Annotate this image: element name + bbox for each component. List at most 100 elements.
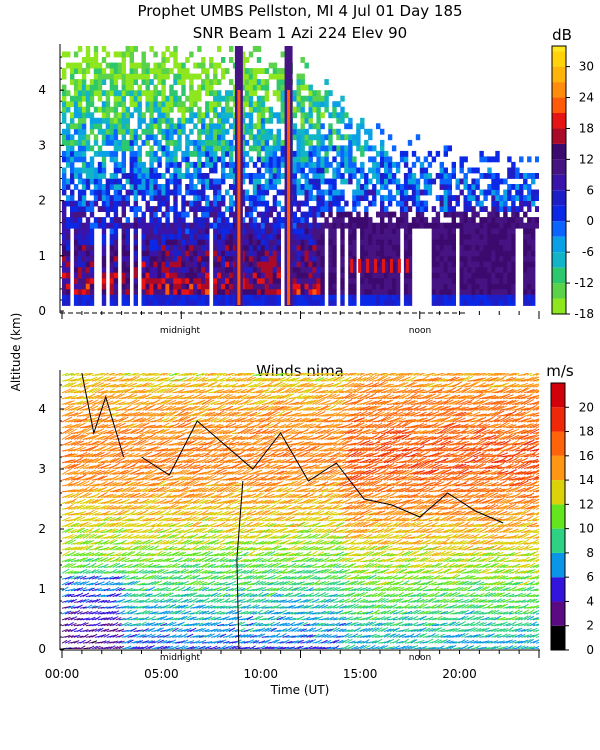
snr-cell — [479, 244, 484, 251]
snr-cell — [423, 206, 429, 212]
wind-barb — [109, 628, 116, 633]
snr-cell — [483, 272, 488, 279]
snr-cell — [387, 255, 393, 262]
snr-cell — [467, 288, 472, 295]
snr-cell — [161, 57, 166, 63]
snr-cell — [137, 90, 142, 97]
snr-ytick-label: 2 — [38, 194, 46, 208]
snr-cell — [153, 139, 158, 146]
snr-cell — [348, 178, 353, 185]
snr-cell — [62, 300, 67, 306]
wind-barb — [88, 457, 99, 464]
snr-cell — [177, 300, 182, 306]
snr-cell — [340, 261, 345, 268]
snr-cell — [487, 283, 492, 290]
snr-cell — [177, 250, 182, 257]
snr-cell — [77, 255, 83, 262]
snr-cell — [316, 106, 321, 113]
wind-barb — [70, 492, 80, 499]
wind-barb — [67, 599, 75, 603]
snr-cell — [475, 288, 480, 295]
snr-cell — [145, 101, 150, 108]
snr-cell — [240, 228, 246, 235]
snr-cell — [300, 57, 305, 63]
snr-cell — [165, 250, 170, 257]
snr-cell — [320, 134, 325, 141]
snr-cell — [181, 233, 186, 240]
snr-cell — [487, 255, 492, 262]
snr-cell — [97, 145, 103, 152]
snr-cell — [495, 222, 500, 229]
snr-cell — [109, 272, 115, 279]
snr-cell — [81, 90, 87, 97]
snr-cell — [169, 150, 174, 157]
snr-cell — [292, 266, 297, 273]
snr-cell — [113, 161, 119, 168]
wind-barb — [62, 382, 71, 388]
wind-barb — [64, 434, 76, 440]
snr-cell — [308, 228, 313, 235]
wind-barb — [109, 522, 119, 528]
snr-cell — [328, 222, 333, 229]
snr-cell — [503, 300, 508, 306]
snr-cell — [169, 222, 174, 229]
snr-cell — [443, 266, 448, 273]
snr-strong-layer — [366, 258, 370, 273]
wind-barb — [97, 445, 107, 452]
snr-cell — [459, 250, 464, 257]
snr-cell — [459, 161, 464, 168]
snr-cell — [177, 128, 182, 135]
snr-cell — [360, 189, 365, 196]
snr-cell — [312, 277, 317, 284]
snr-cell — [507, 283, 512, 290]
snr-cell — [459, 288, 464, 295]
snr-cell — [387, 195, 393, 201]
snr-cell — [221, 217, 226, 223]
snr-cell — [181, 272, 186, 279]
snr-cell — [161, 195, 166, 201]
snr-cell — [73, 139, 79, 146]
snr-cell — [157, 117, 162, 124]
wind-barb — [79, 568, 88, 574]
wind-barb — [85, 469, 96, 475]
snr-cell — [407, 261, 413, 268]
snr-cell — [248, 250, 254, 257]
snr-cell — [395, 189, 401, 196]
snr-cell — [125, 294, 130, 301]
wind-barb — [62, 628, 68, 633]
snr-cell — [507, 261, 512, 268]
snr-cell — [157, 161, 162, 168]
snr-cell — [101, 300, 107, 306]
wind-barb — [118, 539, 127, 545]
snr-cell — [193, 95, 198, 102]
snr-cell — [93, 222, 99, 229]
snr-cell — [165, 300, 170, 306]
snr-cell — [81, 145, 87, 152]
snr-cell — [225, 294, 230, 301]
snr-cell — [66, 150, 71, 157]
snr-cell — [89, 156, 95, 163]
snr-cell — [97, 90, 103, 97]
wind-barb — [127, 481, 138, 487]
snr-cell — [471, 195, 476, 201]
snr-cell — [153, 68, 158, 74]
snr-cell — [304, 261, 309, 268]
snr-cell — [332, 255, 337, 262]
snr-cell — [189, 161, 194, 168]
snr-cell — [328, 178, 333, 185]
snr-cell — [149, 195, 154, 201]
snr-cell — [431, 277, 437, 284]
snr-cell — [503, 239, 508, 246]
snr-cell — [395, 277, 401, 284]
snr-cell — [213, 161, 218, 168]
snr-cell — [169, 156, 174, 163]
snr-cell — [125, 112, 130, 119]
snr-cell — [360, 272, 365, 279]
snr-cell — [133, 250, 138, 257]
wind-barb — [130, 404, 140, 411]
wind-barb — [106, 457, 117, 464]
snr-cell — [113, 68, 119, 74]
snr-cell — [217, 95, 222, 102]
snr-cell — [252, 217, 258, 223]
snr-cell — [81, 228, 87, 235]
